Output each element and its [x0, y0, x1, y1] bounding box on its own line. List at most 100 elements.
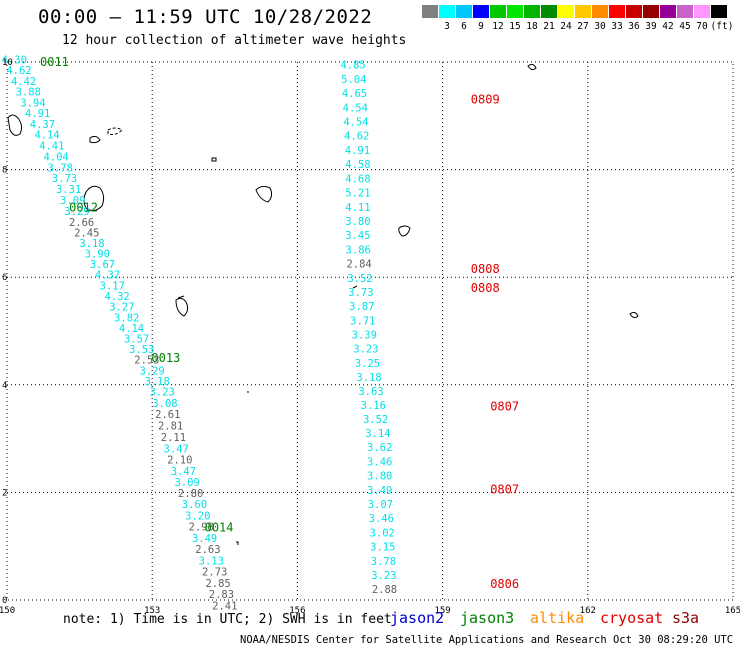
wave-height-value: 3.29 [139, 365, 164, 377]
pass-time-label: 0808 [471, 262, 500, 276]
mission-name: s3a [672, 609, 700, 627]
lat-tick-label: 2 [2, 488, 7, 498]
pass-time-labels: 0011 0012 0013 0014 0809 0808 0808 0807 0807 0806 [40, 55, 519, 591]
wave-height-value: 3.18 [145, 376, 170, 388]
wave-height-value: 2.66 [69, 217, 94, 229]
wave-height-value: 2.63 [195, 544, 220, 556]
legend-tick: 9 [478, 21, 484, 32]
pass-time-label: 0011 [40, 55, 69, 69]
wave-height-value: 4.54 [343, 117, 368, 129]
mission-name: jason3 [460, 609, 515, 627]
pass-time-label: 0012 [69, 200, 98, 214]
wave-height-value: 2.80 [178, 488, 203, 500]
wave-height-value: 2.61 [155, 409, 180, 421]
lon-tick-label: 150 [0, 606, 15, 616]
wave-height-value: 3.20 [185, 510, 210, 522]
wave-height-value: 2.41 [212, 600, 237, 612]
color-scale-legend: 3 6 9 12 15 18 21 24 27 30 33 36 39 42 45 70 (ft) [422, 5, 733, 35]
wave-height-value: 3.13 [199, 555, 224, 567]
wave-height-value: 4.65 [342, 88, 367, 100]
mission-name: altika [530, 609, 585, 627]
island-outline [89, 135, 101, 144]
wave-height-value: 3.31 [56, 184, 81, 196]
lat-tick-label: 0 [2, 596, 7, 606]
wave-height-value: 3.57 [124, 334, 149, 346]
legend-tick: 6 [461, 21, 467, 32]
island-outline [255, 185, 273, 203]
wave-height-value: 4.37 [30, 119, 55, 131]
legend-tick: 27 [577, 21, 589, 32]
legend-swatch [592, 5, 609, 18]
legend-swatch [694, 5, 711, 18]
island-outlines [7, 63, 639, 545]
lon-tick-label: 159 [434, 606, 450, 616]
legend-tick: 15 [509, 21, 521, 32]
legend-swatch [507, 5, 524, 18]
wave-height-value: 3.49 [367, 485, 392, 497]
wave-height-value: 2.83 [209, 589, 234, 601]
legend-tick: 36 [628, 21, 640, 32]
pass-time-label: 0013 [151, 351, 180, 365]
page-title: 00:00 – 11:59 UTC 10/28/2022 [38, 6, 373, 28]
wave-height-value: 3.80 [367, 471, 392, 483]
altimeter-observations: 4.304.624.423.883.944.914.374.144.414.04… [2, 54, 397, 612]
wave-height-value: 3.17 [100, 280, 125, 292]
island-outline [211, 157, 217, 162]
legend-tick: 18 [526, 21, 538, 32]
wave-height-value: 3.94 [20, 97, 45, 109]
wave-height-value: 4.58 [345, 159, 370, 171]
legend-swatch [490, 5, 507, 18]
wave-height-value: 3.82 [114, 312, 139, 324]
legend-swatch [643, 5, 660, 18]
lon-tick-label: 162 [580, 606, 596, 616]
wave-height-value: 3.23 [150, 387, 175, 399]
island-outline [175, 297, 189, 317]
wave-height-value: 4.04 [43, 151, 68, 163]
wave-height-value: 2.81 [158, 421, 183, 433]
wave-height-value: 4.11 [345, 202, 370, 214]
legend-unit: (ft) [710, 21, 734, 32]
wave-height-value: 3.18 [79, 238, 104, 250]
legend-tick: 39 [645, 21, 657, 32]
wave-height-value: 2.45 [74, 227, 99, 239]
island-outline [107, 127, 123, 135]
wave-height-value: 3.29 [64, 206, 89, 218]
wave-height-value: 2.11 [161, 432, 186, 444]
lat-tick-label: 8 [2, 166, 7, 176]
legend-tick: 24 [560, 21, 572, 32]
legend-tick: 12 [492, 21, 504, 32]
wave-height-value: 3.23 [353, 344, 378, 356]
wave-height-value: 3.45 [345, 230, 370, 242]
legend-swatch [609, 5, 626, 18]
island-outline [7, 114, 23, 136]
wave-height-value: 4.91 [345, 145, 370, 157]
wave-height-value: 3.52 [363, 414, 388, 426]
wave-height-value: 3.09 [60, 195, 85, 207]
wave-height-value: 3.62 [367, 442, 392, 454]
wave-height-value: 4.14 [119, 323, 144, 335]
wave-height-value: 3.78 [371, 556, 396, 568]
lat-tick-label: 10 [2, 58, 13, 68]
legend-swatch [422, 5, 439, 18]
axis-labels: 150 153 156 159 162 165 0 2 4 6 8 10 [0, 58, 740, 616]
wave-height-value: 3.86 [346, 244, 371, 256]
island-outline [398, 225, 411, 237]
island-outline [527, 63, 537, 71]
pass-time-label: 0807 [490, 483, 519, 497]
legend-swatch [524, 5, 541, 18]
mission-name: cryosat [600, 609, 664, 627]
legend-tick: 45 [679, 21, 691, 32]
legend-swatch [677, 5, 694, 18]
legend-tick: 21 [543, 21, 555, 32]
wave-height-value: 4.14 [34, 130, 59, 142]
pass-time-label: 0014 [205, 520, 234, 534]
wave-height-value: 3.23 [371, 570, 396, 582]
island-outline [236, 541, 239, 545]
wave-height-value: 4.85 [340, 60, 365, 72]
lon-tick-label: 153 [144, 606, 160, 616]
footnote: note: 1) Time is in UTC; 2) SWH is in fe… [63, 612, 392, 627]
wave-height-value: 3.27 [109, 302, 134, 314]
wave-height-value: 4.41 [39, 140, 64, 152]
wave-height-value: 3.63 [358, 386, 383, 398]
